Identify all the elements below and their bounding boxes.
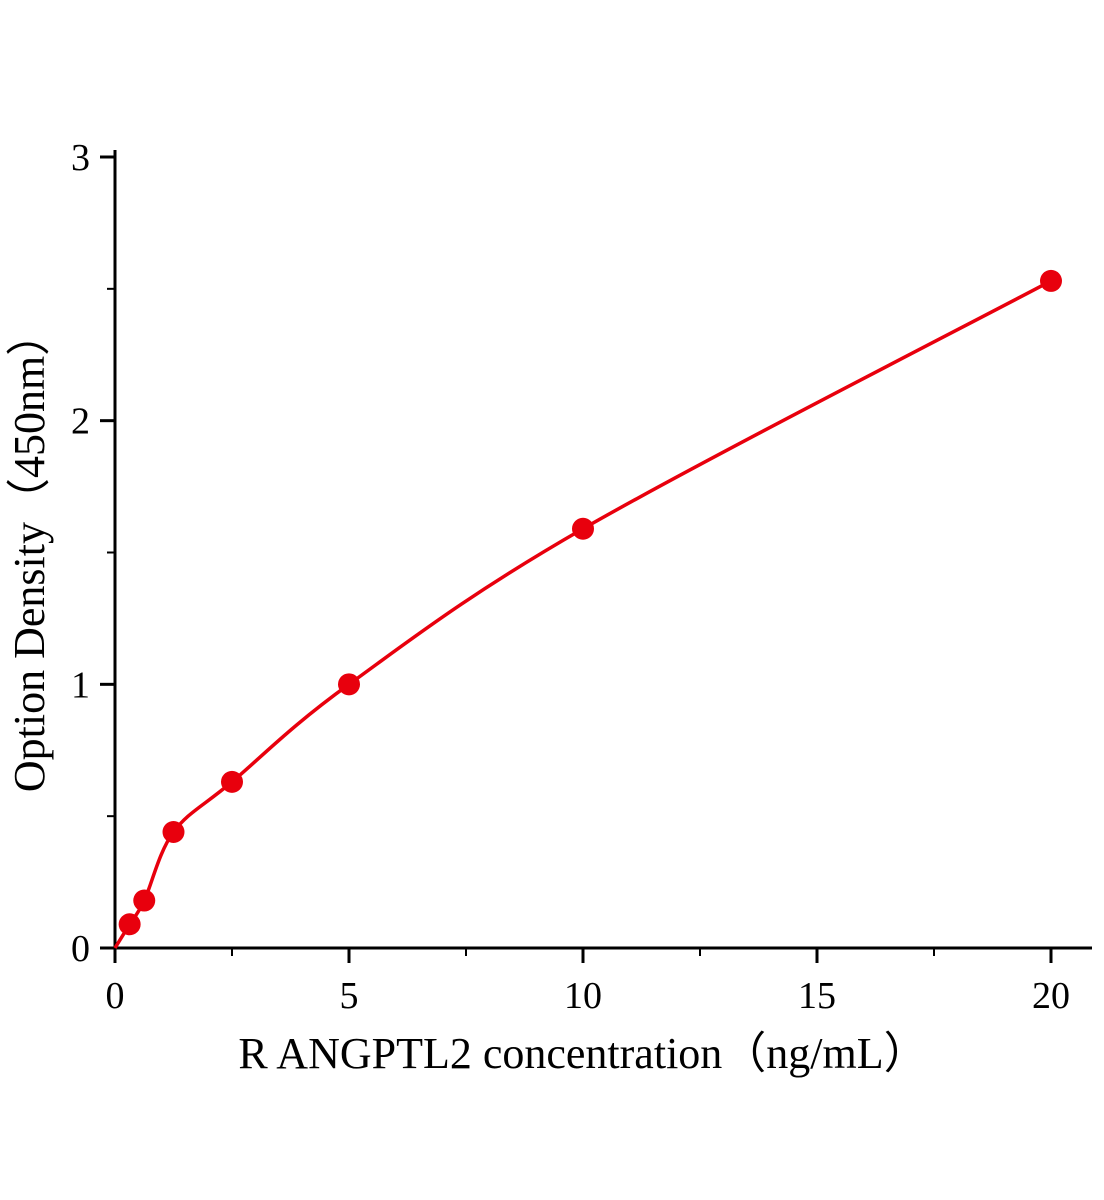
- y-tick-label: 3: [71, 137, 90, 179]
- x-axis-title: R ANGPTL2 concentration（ng/mL）: [238, 1029, 927, 1078]
- y-tick-label: 0: [71, 928, 90, 970]
- x-tick-label: 10: [564, 975, 602, 1017]
- x-tick-label: 5: [340, 975, 359, 1017]
- data-point-marker: [221, 770, 243, 793]
- x-tick-label: 15: [798, 975, 836, 1017]
- data-point-marker: [1040, 269, 1062, 292]
- y-tick-label: 2: [71, 401, 90, 443]
- axes-lines: [113, 150, 1092, 950]
- x-tick-label: 0: [106, 975, 125, 1017]
- plot-area: 0 5 10 15 20 0 1 2 3: [71, 137, 1092, 1017]
- standard-curve-line: [113, 279, 1052, 949]
- data-point-marker: [133, 889, 156, 912]
- data-point-marker: [338, 673, 360, 696]
- y-axis-title: Option Density（450nm）: [5, 312, 54, 792]
- x-tick-label: 20: [1032, 975, 1070, 1017]
- data-point-marker: [118, 913, 141, 936]
- data-point-marker: [162, 820, 185, 843]
- y-tick-label: 1: [71, 664, 90, 706]
- data-point-marker: [572, 517, 594, 540]
